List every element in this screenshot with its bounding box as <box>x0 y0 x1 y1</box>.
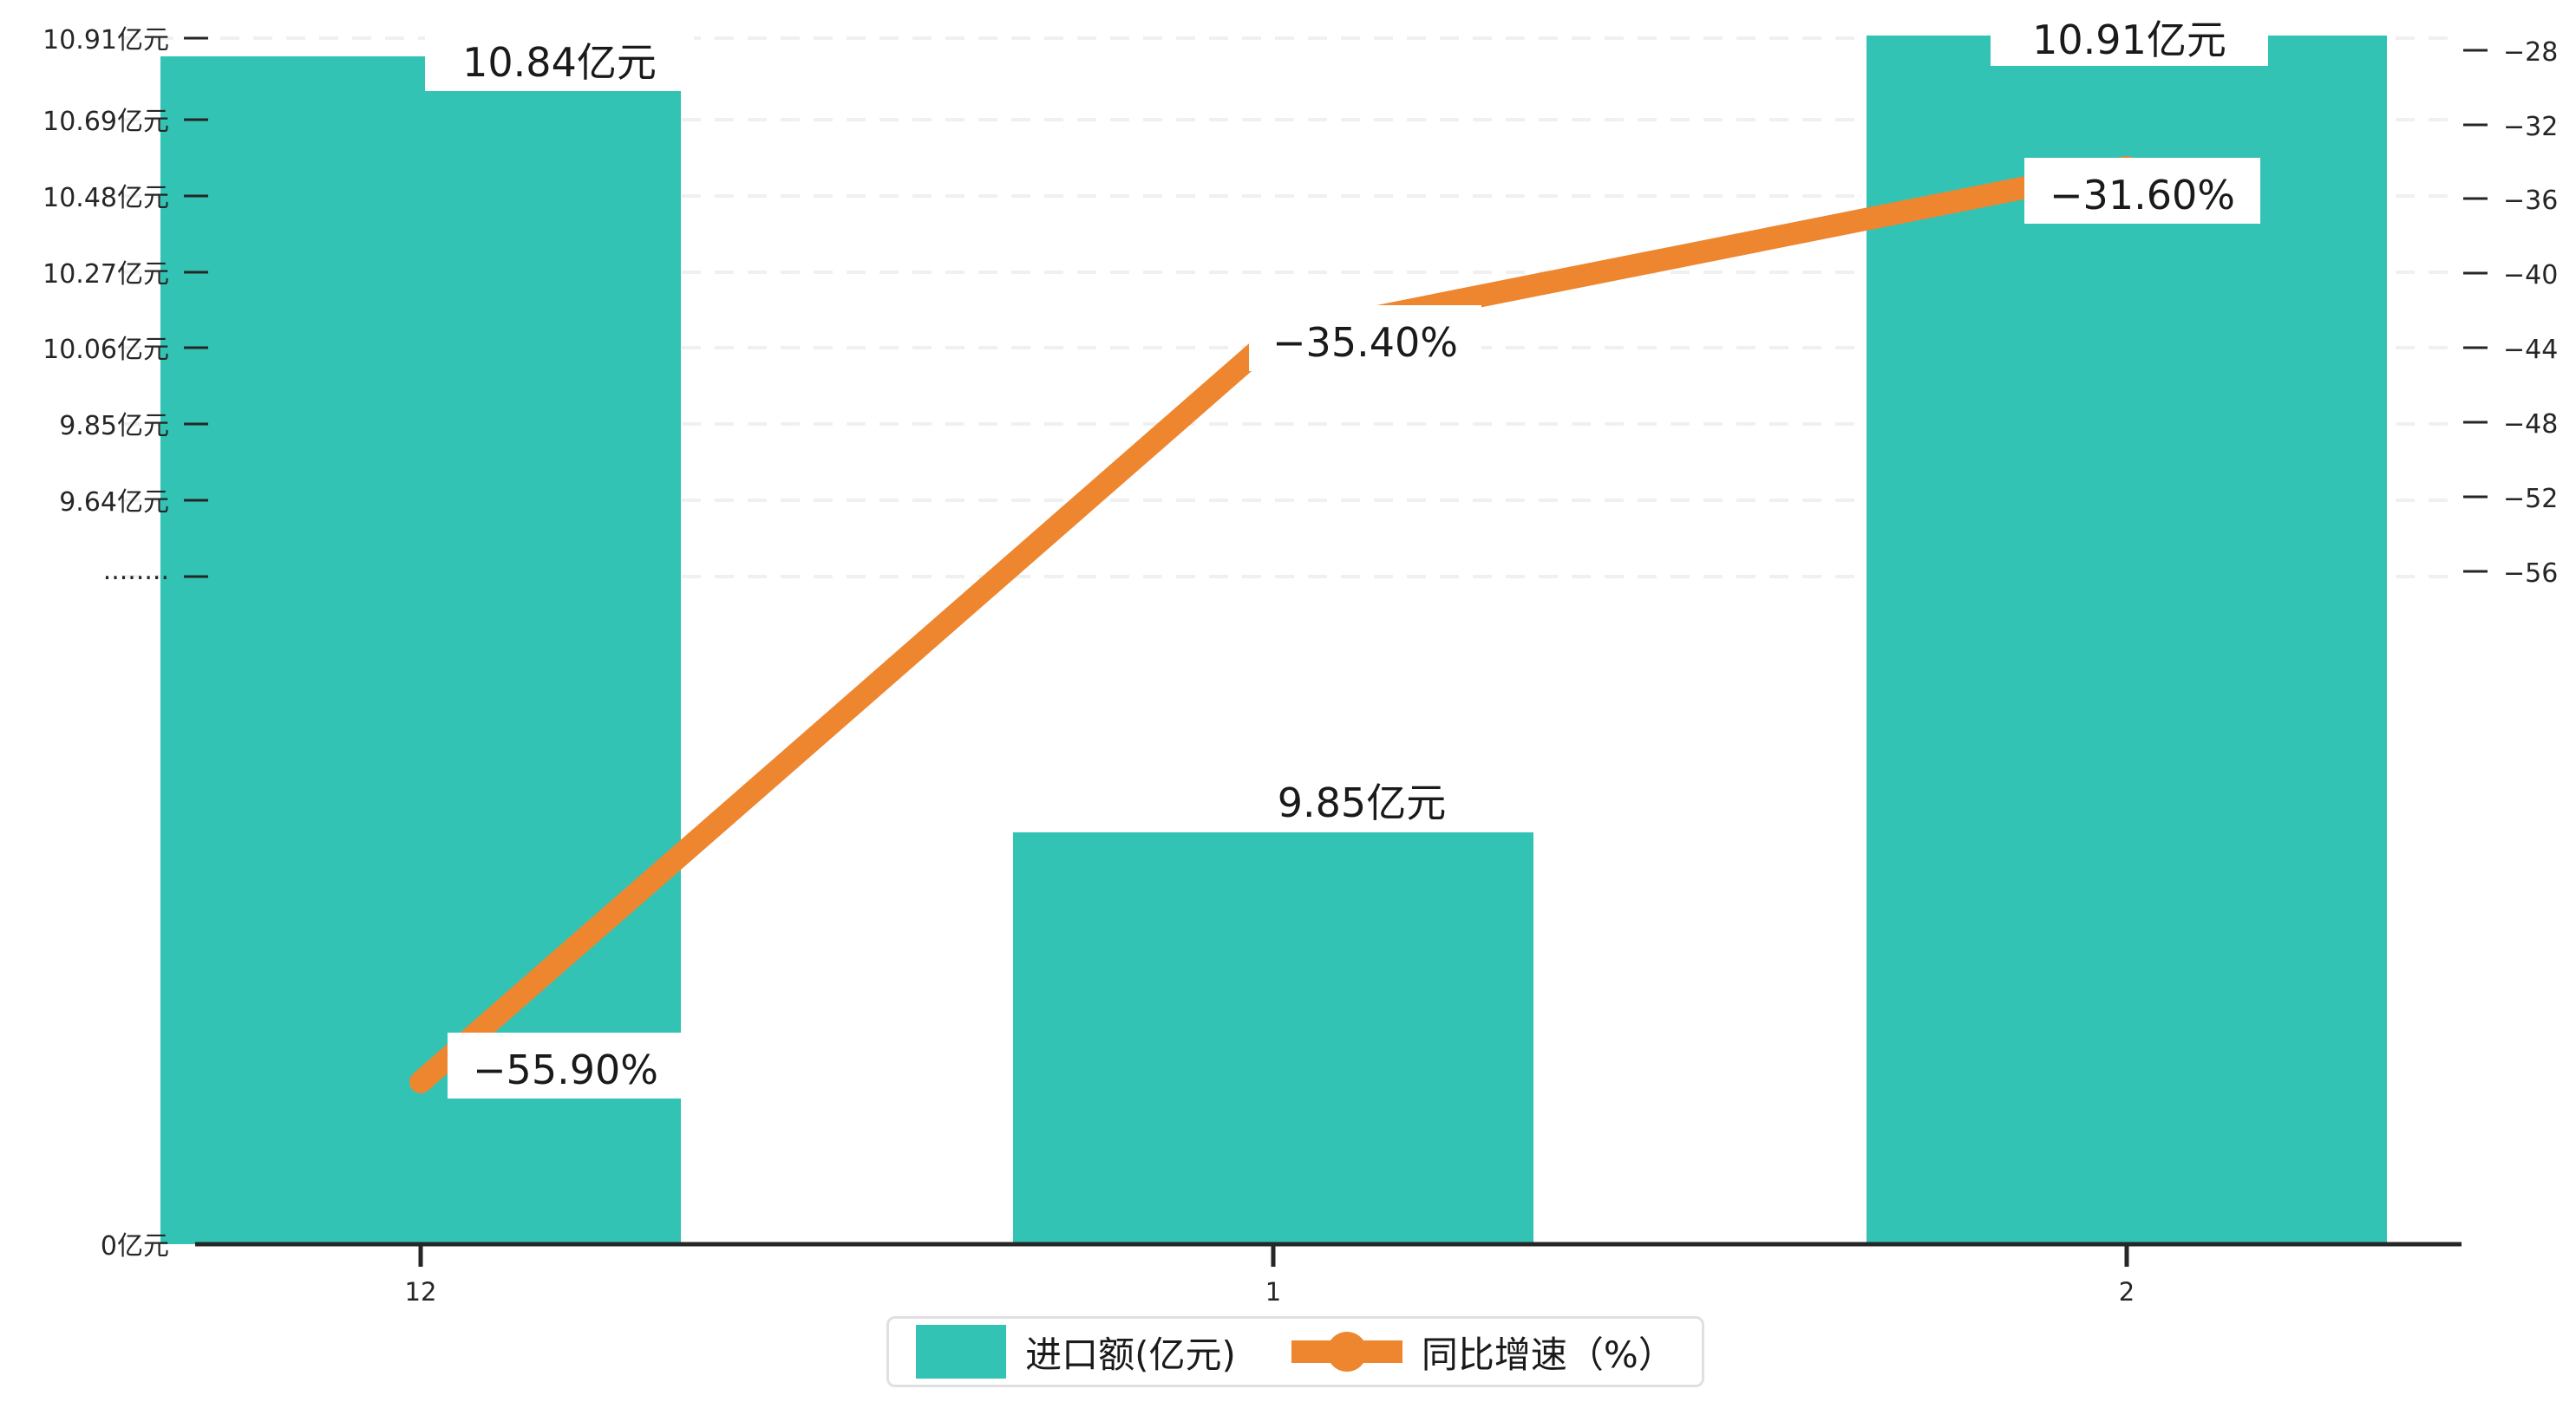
bar-2[interactable] <box>1867 36 2387 1244</box>
label-plate <box>1991 3 2268 66</box>
line-value-labels: −55.90% −35.40% −31.60% <box>448 158 2260 1099</box>
line-value-label-2: −31.60% <box>2050 172 2235 218</box>
legend-line-swatch-icon <box>1291 1325 1402 1379</box>
right-axis: −28 −32 −36 −40 −44 −48 −52 −56 <box>2463 37 2558 589</box>
left-axis: 10.91亿元 10.69亿元 10.48亿元 10.27亿元 10.06亿元 … <box>42 25 208 1262</box>
label-plate <box>2024 158 2260 224</box>
label-plate <box>425 26 694 91</box>
legend-label-growth-rate: 同比增速（%） <box>1421 1333 1675 1376</box>
x-tick-label: 1 <box>1265 1277 1281 1307</box>
chart-legend: 进口额(亿元) 同比增速（%） <box>886 1316 1704 1387</box>
left-tick-label: 9.85亿元 <box>59 411 169 441</box>
right-tick-label: −52 <box>2503 484 2558 514</box>
left-tick-label: 10.48亿元 <box>42 183 169 213</box>
legend-bar-swatch-icon <box>916 1325 1007 1379</box>
left-tick-label: 10.27亿元 <box>42 259 169 290</box>
left-axis-break-marker: ........ <box>103 556 169 586</box>
bar-1[interactable] <box>1013 832 1533 1244</box>
x-tick-label: 2 <box>2119 1277 2135 1307</box>
legend-label-import-amount: 进口额(亿元) <box>1025 1333 1236 1376</box>
bar-series <box>160 36 2387 1244</box>
right-tick-label: −28 <box>2503 37 2558 68</box>
bar-value-label-12: 10.84亿元 <box>462 39 657 86</box>
bar-value-labels: 10.84亿元 9.85亿元 10.91亿元 <box>425 3 2268 831</box>
right-tick-label: −40 <box>2503 260 2558 290</box>
right-tick-label: −44 <box>2503 335 2558 365</box>
right-tick-label: −32 <box>2503 112 2558 142</box>
left-tick-label: 10.06亿元 <box>42 335 169 365</box>
left-tick-label: 9.64亿元 <box>59 487 169 518</box>
label-plate <box>1236 766 1487 831</box>
right-tick-label: −56 <box>2503 558 2558 589</box>
legend-item-growth-rate[interactable]: 同比增速（%） <box>1291 1325 1675 1379</box>
label-plate <box>448 1033 683 1099</box>
bar-value-label-1: 9.85亿元 <box>1278 779 1446 826</box>
right-tick-label: −48 <box>2503 409 2558 440</box>
line-value-label-12: −55.90% <box>473 1047 658 1093</box>
x-axis: 12 1 2 <box>195 1242 2462 1307</box>
left-tick-label-zero: 0亿元 <box>101 1231 169 1262</box>
line-value-label-1: −35.40% <box>1272 319 1458 366</box>
left-tick-label: 10.69亿元 <box>42 107 169 137</box>
left-tick-label: 10.91亿元 <box>42 25 169 55</box>
bar-value-label-2: 10.91亿元 <box>2032 16 2226 63</box>
x-tick-label: 12 <box>405 1277 437 1307</box>
legend-item-import-amount[interactable]: 进口额(亿元) <box>916 1325 1236 1379</box>
label-plate <box>1249 305 1481 371</box>
right-tick-label: −36 <box>2503 186 2558 216</box>
